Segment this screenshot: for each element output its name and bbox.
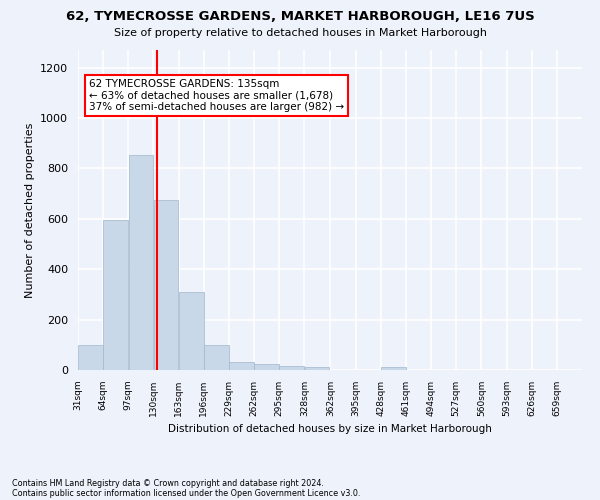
Text: Contains public sector information licensed under the Open Government Licence v3: Contains public sector information licen… [12,488,361,498]
Bar [254,364,279,370]
Bar [229,362,254,370]
Text: Contains HM Land Registry data © Crown copyright and database right 2024.: Contains HM Land Registry data © Crown c… [12,478,324,488]
X-axis label: Distribution of detached houses by size in Market Harborough: Distribution of detached houses by size … [168,424,492,434]
Bar [280,366,304,370]
Text: 62, TYMECROSSE GARDENS, MARKET HARBOROUGH, LE16 7US: 62, TYMECROSSE GARDENS, MARKET HARBOROUG… [65,10,535,23]
Bar [179,292,203,370]
Bar [305,368,329,370]
Y-axis label: Number of detached properties: Number of detached properties [25,122,35,298]
Text: Size of property relative to detached houses in Market Harborough: Size of property relative to detached ho… [113,28,487,38]
Text: 62 TYMECROSSE GARDENS: 135sqm
← 63% of detached houses are smaller (1,678)
37% o: 62 TYMECROSSE GARDENS: 135sqm ← 63% of d… [89,79,344,112]
Bar [154,200,178,370]
Bar [78,345,103,370]
Bar [128,156,153,370]
Bar [204,345,229,370]
Bar [381,366,406,370]
Bar [103,220,128,370]
